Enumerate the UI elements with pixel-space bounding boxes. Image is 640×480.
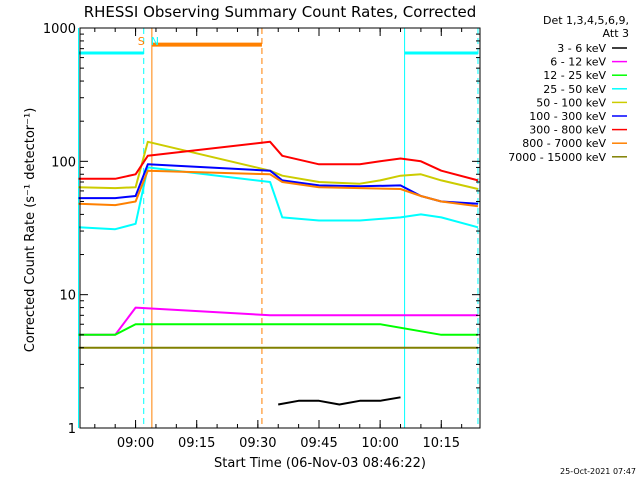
legend-header: Det 1,3,4,5,6,9, — [543, 14, 629, 27]
legend-label: 3 - 6 keV — [557, 42, 606, 55]
y-tick-label: 10 — [59, 289, 76, 304]
x-tick-label: 09:30 — [239, 436, 276, 451]
legend-header: Att 3 — [603, 27, 629, 40]
series-line-3 — [78, 166, 479, 231]
x-tick-label: 09:45 — [300, 436, 337, 451]
series-line-4 — [78, 140, 479, 190]
series-line-0 — [278, 396, 401, 406]
series-line-2 — [78, 323, 478, 336]
chart-title: RHESSI Observing Summary Count Rates, Co… — [84, 3, 477, 21]
x-axis-label: Start Time (06-Nov-03 08:46:22) — [214, 456, 426, 471]
series-line-6 — [78, 140, 479, 182]
y-axis-label: Corrected Count Rate (s⁻¹ detector⁻¹) — [23, 108, 38, 353]
y-tick-label: 1000 — [43, 22, 76, 37]
legend-label: 50 - 100 keV — [536, 96, 606, 109]
x-tick-label: 10:00 — [361, 436, 398, 451]
series-line-1 — [78, 306, 478, 336]
series-line-7 — [78, 169, 479, 208]
legend-label: 6 - 12 keV — [550, 56, 606, 69]
timestamp: 25-Oct-2021 07:47 — [560, 467, 636, 476]
legend-label: 12 - 25 keV — [543, 69, 606, 82]
x-tick-label: 09:15 — [178, 436, 215, 451]
x-tick-label: 10:15 — [423, 436, 460, 451]
legend-label: 800 - 7000 keV — [522, 137, 606, 150]
plot-frame — [79, 27, 481, 429]
legend-label: 100 - 300 keV — [529, 110, 606, 123]
marker-s: S — [138, 35, 145, 48]
x-tick-label: 09:00 — [117, 436, 154, 451]
legend-label: 300 - 800 keV — [529, 124, 606, 137]
marker-n: N — [151, 35, 159, 48]
y-tick-label: 1 — [68, 422, 76, 437]
axes: 1 10 100 1000 09:00 09:15 09:30 09:45 10:00 10:15 — [43, 22, 480, 451]
y-tick-label: 100 — [51, 155, 76, 170]
legend-label: 25 - 50 keV — [543, 83, 606, 96]
legend-label: 7000 - 15000 keV — [508, 151, 606, 164]
